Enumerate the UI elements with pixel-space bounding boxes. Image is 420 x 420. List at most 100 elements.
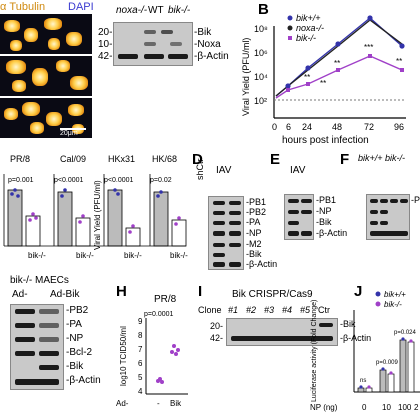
- j-xtick-3: 100: [398, 403, 412, 412]
- tubulin-label: α Tubulin: [0, 1, 46, 13]
- blot-a-protein-3: -β-Actin: [194, 51, 229, 62]
- e-header: IAV: [290, 165, 306, 176]
- b-xtick-1: 0: [272, 122, 277, 132]
- d-protein-3: -PA: [246, 217, 261, 227]
- g-col-2: Ad-Bik: [50, 289, 80, 300]
- panel-d-letter: D: [192, 151, 203, 168]
- c-title-4: HK/68: [152, 154, 177, 164]
- b-ytick-1: 10²: [254, 96, 267, 106]
- blot-a-protein-2: -Noxa: [194, 39, 221, 50]
- g-protein-2: -PA: [66, 319, 82, 330]
- j-legend-2: bik-/-: [384, 300, 402, 309]
- i-lane-2: #2: [246, 305, 257, 315]
- j-ylabel: Luciferase activity (Fold Change): [311, 300, 318, 402]
- b-legend-3: bik-/-: [296, 33, 316, 43]
- g-protein-6: -β-Actin: [66, 375, 101, 386]
- f-protein-1: -PB: [411, 195, 420, 205]
- b-star-4: **: [396, 57, 402, 66]
- h-ylabel: log10 TCID50/ml: [119, 326, 128, 386]
- blot-a: [113, 22, 193, 66]
- g-protein-1: -PB2: [66, 305, 89, 316]
- blot-i: [226, 318, 338, 346]
- h-xtick-1: -: [157, 399, 160, 408]
- b-star-5: **: [320, 79, 326, 88]
- blot-a-lane-3: bik-/-: [168, 5, 191, 16]
- g-protein-3: -NP: [66, 333, 84, 344]
- b-legend-1: bik+/+: [296, 13, 321, 23]
- j-p-3: p=0.024: [394, 330, 417, 336]
- blot-f: [366, 194, 410, 240]
- b-xtick-6: 96: [394, 122, 404, 132]
- d-protein-4: -NP: [246, 228, 262, 238]
- i-marker-1: 20-: [210, 321, 224, 331]
- b-star-2: ***: [364, 43, 373, 52]
- i-lane-6: Ctr: [318, 305, 330, 315]
- c-xtick-4: bik-/-: [170, 251, 188, 260]
- d-protein-1: -PB1: [246, 197, 267, 207]
- blot-g: [10, 304, 64, 390]
- c-ylabel: Viral Yield (PFU/ml): [93, 180, 102, 250]
- d-header: IAV: [216, 165, 232, 176]
- i-clone-label: Clone: [198, 305, 222, 315]
- i-lane-5: #5: [300, 305, 311, 315]
- b-series-noxa: [275, 19, 403, 97]
- fluorescence-image-3: 20μm: [0, 98, 92, 138]
- j-xtick-2: 10: [382, 403, 391, 412]
- panel-h-letter: H: [116, 283, 127, 300]
- j-xtick-4: 2: [414, 403, 419, 412]
- i-lane-1: #1: [228, 305, 239, 315]
- d-protein-5: -M2: [246, 239, 262, 249]
- fluorescence-image-1: [0, 14, 92, 54]
- f-header: bik+/+ bik-/-: [358, 153, 406, 163]
- b-ylabel: Viral Yield (PFU/ml): [241, 38, 251, 116]
- h-ytick-7: 7: [138, 345, 143, 354]
- b-ytick-3: 10⁶: [254, 48, 268, 58]
- c-title-1: PR/8: [10, 154, 30, 164]
- c-xtick-3: bik-/-: [124, 251, 142, 260]
- d-protein-6: -Bik: [246, 249, 262, 259]
- j-p-1: ns: [360, 378, 366, 384]
- panel-j-chart: bik+/+ bik-/- Luciferase activity (Fold …: [310, 290, 420, 412]
- h-ytick-4: 4: [138, 387, 143, 396]
- blot-a-lane-1: noxa-/-: [116, 5, 148, 16]
- h-ytick-6: 6: [138, 359, 143, 368]
- b-ytick-4: 10⁸: [254, 24, 268, 34]
- c-p-2: p<0.0001: [54, 177, 83, 184]
- b-xtick-2: 6: [286, 122, 291, 132]
- c-p-1: p=0.001: [8, 177, 34, 184]
- b-legend-2: noxa-/-: [296, 23, 324, 33]
- panel-b-chart: 10² 10⁴ 10⁶ 10⁸ 0 6 24 48 72 96 hours po…: [241, 13, 406, 146]
- panel-i-letter: I: [198, 283, 203, 300]
- b-star-3: **: [334, 59, 340, 68]
- d-lane-1: shCtr: [195, 158, 205, 180]
- g-title: bik-/- MAECs: [10, 275, 69, 286]
- dapi-label: DAPI: [68, 1, 94, 13]
- g-col-1: Ad-: [12, 289, 28, 300]
- h-xtick-2: Bik: [170, 399, 182, 408]
- g-protein-5: -Bik: [66, 361, 84, 372]
- c-title-2: Cal/09: [60, 154, 86, 164]
- g-protein-4: -Bcl-2: [66, 347, 93, 358]
- h-ytick-5: 5: [138, 373, 143, 382]
- h-ytick-8: 8: [138, 331, 143, 340]
- e-protein-4: -β-Actin: [316, 228, 348, 238]
- d-protein-2: -PB2: [246, 207, 267, 217]
- i-lane-3: #3: [264, 305, 275, 315]
- i-protein-1: -Bik: [340, 319, 356, 329]
- d-protein-7: -β-Actin: [246, 259, 278, 269]
- j-legend-1: bik+/+: [384, 290, 406, 299]
- j-p-2: p=0.009: [376, 360, 399, 366]
- b-xlabel: hours post infection: [282, 135, 369, 146]
- blot-e: [284, 194, 314, 240]
- panel-j-letter: J: [354, 283, 363, 300]
- fluorescence-image-2: [0, 56, 92, 96]
- panel-b-letter: B: [258, 1, 269, 18]
- c-xtick-1: bik-/-: [28, 251, 46, 260]
- j-xtick-1: 0: [362, 403, 367, 412]
- blot-a-marker-3: 42-: [98, 51, 113, 62]
- b-xtick-4: 48: [332, 122, 342, 132]
- b-xtick-5: 72: [364, 122, 374, 132]
- scale-bar: [60, 128, 86, 130]
- c-xtick-2: bik-/-: [76, 251, 94, 260]
- h-xprefix: Ad-: [116, 399, 129, 408]
